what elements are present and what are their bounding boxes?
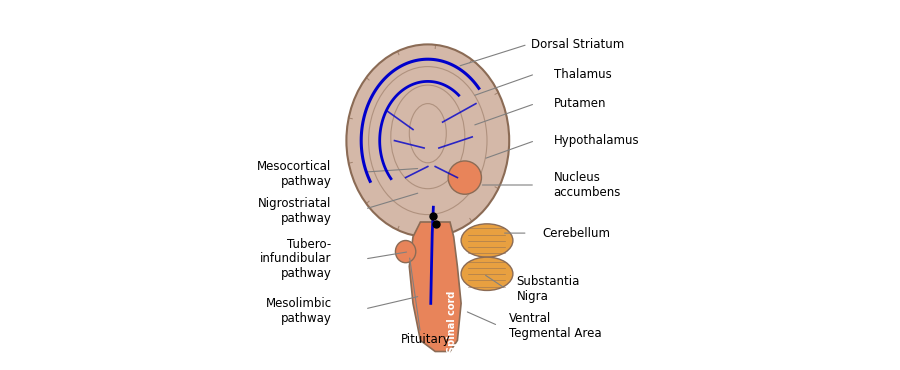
Text: Pituitary: Pituitary	[401, 333, 451, 346]
Text: Nucleus
accumbens: Nucleus accumbens	[554, 171, 621, 199]
Text: Putamen: Putamen	[554, 97, 606, 110]
Ellipse shape	[448, 161, 482, 194]
Ellipse shape	[346, 44, 509, 237]
Text: Mesolimbic
pathway: Mesolimbic pathway	[266, 297, 331, 325]
Text: Dorsal Striatum: Dorsal Striatum	[531, 38, 625, 51]
Text: Hypothalamus: Hypothalamus	[554, 134, 639, 147]
Text: Spinal cord: Spinal cord	[446, 291, 457, 353]
Text: Substantia
Nigra: Substantia Nigra	[517, 275, 580, 303]
Text: Ventral
Tegmental Area: Ventral Tegmental Area	[509, 312, 602, 340]
Text: Mesocortical
pathway: Mesocortical pathway	[257, 160, 331, 188]
Ellipse shape	[395, 240, 416, 263]
Text: Cerebellum: Cerebellum	[543, 226, 610, 240]
Ellipse shape	[461, 224, 513, 257]
Text: Thalamus: Thalamus	[554, 67, 611, 81]
Ellipse shape	[461, 257, 513, 290]
Text: Tubero-
infundibular
pathway: Tubero- infundibular pathway	[260, 238, 331, 280]
Text: Nigrostriatal
pathway: Nigrostriatal pathway	[258, 197, 331, 225]
Polygon shape	[410, 222, 461, 352]
